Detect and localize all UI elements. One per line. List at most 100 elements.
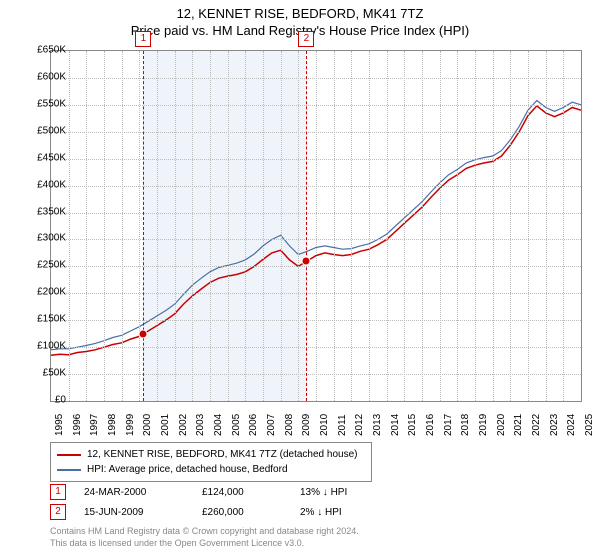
gridline-v (139, 51, 140, 401)
footer-attribution: Contains HM Land Registry data © Crown c… (50, 526, 359, 549)
y-axis-label: £100K (22, 341, 66, 352)
gridline-v (175, 51, 176, 401)
sale-number-badge: 1 (50, 484, 66, 500)
x-axis-label: 2008 (284, 414, 295, 436)
sale-number-badge: 2 (50, 504, 66, 520)
sale-marker-dot (139, 330, 148, 339)
x-axis-label: 2002 (178, 414, 189, 436)
gridline-v (440, 51, 441, 401)
gridline-v (563, 51, 564, 401)
gridline-v (510, 51, 511, 401)
x-axis-label: 1995 (54, 414, 65, 436)
y-axis-label: £200K (22, 287, 66, 298)
legend-label: HPI: Average price, detached house, Bedf… (87, 462, 288, 477)
legend-item: HPI: Average price, detached house, Bedf… (57, 462, 365, 477)
gridline-v (404, 51, 405, 401)
y-axis-label: £550K (22, 98, 66, 109)
sale-date: 24-MAR-2000 (84, 487, 184, 498)
gridline-v (210, 51, 211, 401)
gridline-v (528, 51, 529, 401)
x-axis-label: 2010 (319, 414, 330, 436)
y-axis-label: £400K (22, 179, 66, 190)
x-axis-label: 2011 (337, 414, 348, 436)
gridline-v (122, 51, 123, 401)
gridline-v (281, 51, 282, 401)
x-axis-label: 2005 (231, 414, 242, 436)
sale-hpi-delta: 13% ↓ HPI (300, 487, 380, 498)
x-axis-label: 2014 (390, 414, 401, 436)
y-axis-label: £250K (22, 260, 66, 271)
y-axis-label: £50K (22, 368, 66, 379)
gridline-v (475, 51, 476, 401)
x-axis-label: 2020 (496, 414, 507, 436)
x-axis-label: 2017 (443, 414, 454, 436)
gridline-v (245, 51, 246, 401)
gridline-v (546, 51, 547, 401)
x-axis-label: 2004 (213, 414, 224, 436)
x-axis-label: 2009 (301, 414, 312, 436)
x-axis-label: 2022 (531, 414, 542, 436)
legend-box: 12, KENNET RISE, BEDFORD, MK41 7TZ (deta… (50, 442, 372, 482)
x-axis-label: 2003 (195, 414, 206, 436)
chart-container: 12, KENNET RISE, BEDFORD, MK41 7TZ Price… (0, 0, 600, 560)
y-axis-label: £0 (22, 395, 66, 406)
footer-line-2: This data is licensed under the Open Gov… (50, 538, 359, 550)
y-axis-label: £500K (22, 125, 66, 136)
chart-title-address: 12, KENNET RISE, BEDFORD, MK41 7TZ (0, 6, 600, 21)
sale-marker-badge: 1 (135, 31, 151, 47)
gridline-v (316, 51, 317, 401)
y-axis-label: £600K (22, 71, 66, 82)
legend-item: 12, KENNET RISE, BEDFORD, MK41 7TZ (deta… (57, 447, 365, 462)
x-axis-label: 2012 (354, 414, 365, 436)
sale-marker-line (143, 51, 144, 401)
x-axis-label: 1997 (89, 414, 100, 436)
sale-hpi-delta: 2% ↓ HPI (300, 507, 380, 518)
sale-price: £260,000 (202, 507, 282, 518)
x-axis-label: 2015 (407, 414, 418, 436)
gridline-v (192, 51, 193, 401)
x-axis-label: 2018 (460, 414, 471, 436)
sale-row: 1 24-MAR-2000 £124,000 13% ↓ HPI (50, 482, 580, 502)
x-axis-label: 2007 (266, 414, 277, 436)
x-axis-label: 2016 (425, 414, 436, 436)
x-axis-label: 2024 (566, 414, 577, 436)
footer-line-1: Contains HM Land Registry data © Crown c… (50, 526, 359, 538)
x-axis-label: 1998 (107, 414, 118, 436)
x-axis-label: 2021 (513, 414, 524, 436)
y-axis-label: £650K (22, 45, 66, 56)
sale-price: £124,000 (202, 487, 282, 498)
sale-events: 1 24-MAR-2000 £124,000 13% ↓ HPI 2 15-JUN-200… (50, 482, 580, 522)
x-axis-label: 2013 (372, 414, 383, 436)
y-axis-label: £350K (22, 206, 66, 217)
gridline-v (387, 51, 388, 401)
gridline-v (457, 51, 458, 401)
gridline-v (86, 51, 87, 401)
x-axis-label: 2001 (160, 414, 171, 436)
gridline-v (228, 51, 229, 401)
sale-marker-dot (302, 257, 311, 266)
x-axis-label: 2019 (478, 414, 489, 436)
gridline-v (369, 51, 370, 401)
legend-swatch (57, 454, 81, 456)
sale-date: 15-JUN-2009 (84, 507, 184, 518)
gridline-v (298, 51, 299, 401)
sale-marker-badge: 2 (298, 31, 314, 47)
y-axis-label: £450K (22, 152, 66, 163)
sale-row: 2 15-JUN-2009 £260,000 2% ↓ HPI (50, 502, 580, 522)
legend-swatch (57, 469, 81, 471)
legend-label: 12, KENNET RISE, BEDFORD, MK41 7TZ (deta… (87, 447, 357, 462)
x-axis-label: 1996 (72, 414, 83, 436)
gridline-v (493, 51, 494, 401)
gridline-v (157, 51, 158, 401)
gridline-v (69, 51, 70, 401)
gridline-v (422, 51, 423, 401)
gridline-v (263, 51, 264, 401)
gridline-v (351, 51, 352, 401)
x-axis-label: 2023 (549, 414, 560, 436)
sale-marker-line (306, 51, 307, 401)
x-axis-label: 2025 (584, 414, 595, 436)
y-axis-label: £150K (22, 314, 66, 325)
x-axis-label: 2006 (248, 414, 259, 436)
x-axis-label: 1999 (125, 414, 136, 436)
x-axis-label: 2000 (142, 414, 153, 436)
